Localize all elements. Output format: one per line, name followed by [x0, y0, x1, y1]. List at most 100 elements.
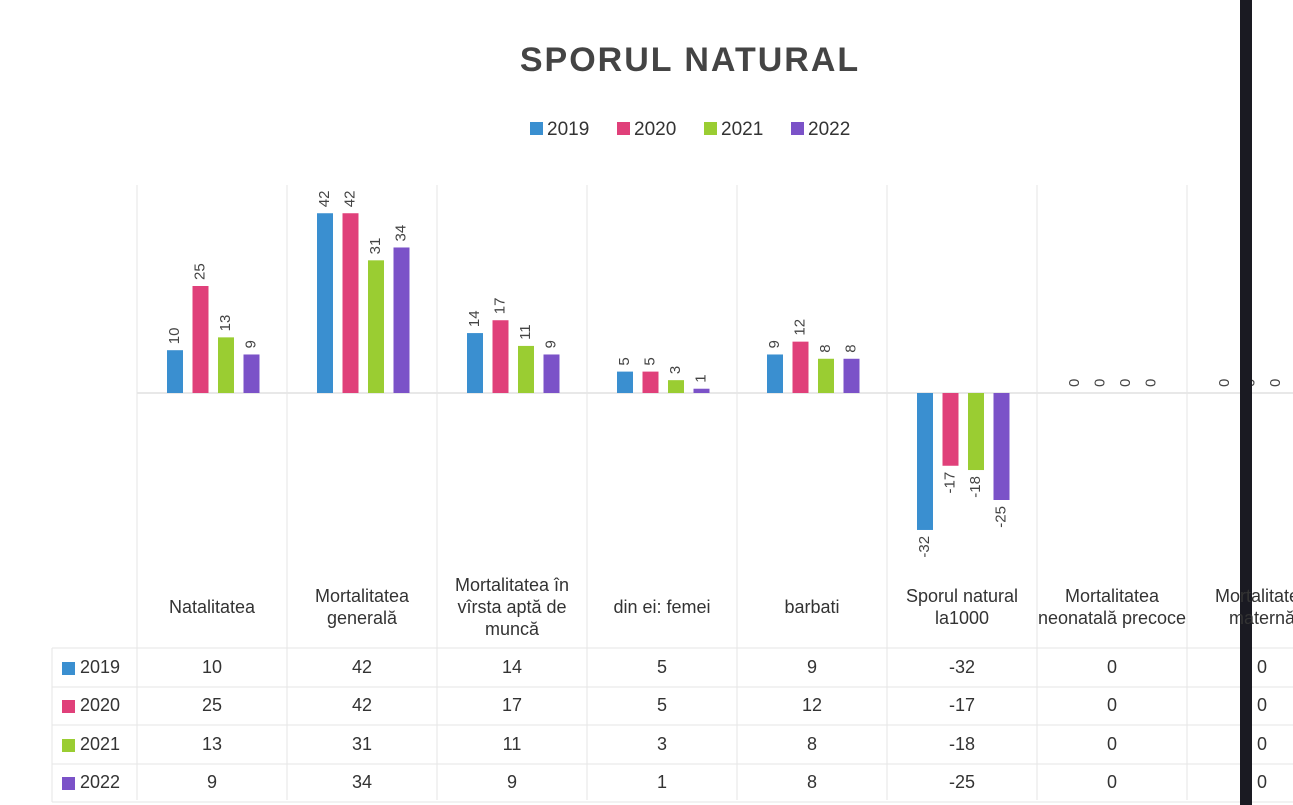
bar [942, 393, 959, 466]
bar [368, 260, 384, 393]
table-cell: 9 [507, 772, 517, 792]
table-cell: 11 [503, 734, 522, 754]
bar [668, 380, 684, 393]
data-label: 17 [491, 298, 508, 315]
table-legend-swatch [62, 700, 75, 713]
table-legend-swatch [62, 777, 75, 790]
legend-label: 2022 [808, 119, 850, 140]
table-cell: -25 [949, 772, 975, 792]
data-label: 9 [766, 340, 783, 348]
data-label: 0 [1117, 379, 1134, 387]
table-cell: 12 [802, 695, 822, 715]
table-cell: 5 [657, 695, 667, 715]
bar [968, 393, 984, 471]
data-label: 14 [466, 310, 483, 327]
data-label: 0 [1066, 379, 1083, 387]
data-label: 9 [542, 340, 559, 348]
table-cell: 0 [1107, 772, 1117, 792]
category-label: din ei: femei [613, 597, 711, 617]
table-series-label: 2019 [80, 657, 120, 677]
table-series-label: 2022 [80, 772, 120, 792]
bar [167, 350, 183, 393]
data-label: 25 [191, 263, 208, 280]
bar [467, 333, 483, 393]
table-cell: 0 [1107, 695, 1117, 715]
bar [792, 341, 809, 393]
table-cell: 0 [1257, 695, 1267, 715]
table-cell: 0 [1107, 657, 1117, 677]
table-cell: 5 [657, 657, 667, 677]
data-label: 8 [817, 344, 834, 352]
table-cell: 25 [202, 695, 222, 715]
data-label: -17 [941, 472, 958, 494]
bar [843, 358, 860, 393]
bar [642, 371, 659, 393]
table-cell: 8 [807, 734, 817, 754]
legend-label: 2019 [547, 119, 589, 140]
data-label: -32 [916, 536, 933, 558]
data-label: 11 [517, 324, 534, 340]
legend-label: 2020 [634, 119, 676, 140]
table-series-label: 2020 [80, 695, 120, 715]
table-cell: 9 [807, 657, 817, 677]
bar [218, 337, 234, 393]
data-label: 0 [1267, 379, 1284, 387]
table-cell: 14 [502, 657, 522, 677]
category-label: Mortalitatea maternă [1214, 586, 1293, 628]
data-label: 1 [692, 374, 709, 382]
category-label: Mortalitatea neonatală precoce [1037, 586, 1187, 628]
bar [342, 213, 359, 393]
data-label: 31 [367, 238, 384, 255]
data-label: 0 [1216, 379, 1233, 387]
data-label: 42 [341, 191, 358, 208]
data-label: 34 [392, 225, 409, 242]
bar [393, 247, 410, 393]
table-cell: 0 [1107, 734, 1117, 754]
table-cell: 0 [1257, 657, 1267, 677]
table-cell: 8 [807, 772, 817, 792]
bar [993, 393, 1010, 500]
table-cell: 13 [202, 734, 222, 754]
scan-artifact [1240, 0, 1252, 805]
data-label: -25 [992, 506, 1009, 528]
data-label: -18 [967, 476, 984, 498]
table-series-label: 2021 [80, 734, 120, 754]
bar [543, 354, 560, 393]
data-label: 5 [641, 357, 658, 365]
table-cell: 34 [352, 772, 372, 792]
legend-swatch [530, 122, 543, 135]
bar [917, 393, 933, 530]
bar [617, 371, 633, 393]
data-label: 9 [242, 340, 259, 348]
data-label: 5 [616, 357, 633, 365]
bar [192, 286, 209, 393]
data-label: 0 [1142, 379, 1159, 387]
chart-title: SPORUL NATURAL [520, 41, 860, 79]
legend-swatch [791, 122, 804, 135]
category-label: barbati [784, 597, 840, 617]
data-label: 0 [1091, 379, 1108, 387]
data-label: 12 [791, 319, 808, 336]
table-cell: 10 [202, 657, 222, 677]
legend-swatch [617, 122, 630, 135]
category-label: Natalitatea [168, 597, 256, 617]
table-cell: 17 [502, 695, 522, 715]
legend-swatch [704, 122, 717, 135]
bar [518, 345, 534, 393]
data-label: 42 [316, 191, 333, 208]
category-label: Sporul natural la1000 [905, 586, 1019, 628]
table-cell: 9 [207, 772, 217, 792]
category-label: Mortalitatea în vîrsta aptă de muncă [454, 575, 570, 639]
data-label: 3 [667, 366, 684, 374]
category-label: Mortalitatea generală [314, 586, 410, 628]
data-label: 10 [166, 328, 183, 345]
table-cell: 0 [1257, 734, 1267, 754]
table-cell: 42 [352, 695, 372, 715]
legend-label: 2021 [721, 119, 763, 140]
table-cell: 3 [657, 734, 667, 754]
table-cell: -32 [949, 657, 975, 677]
bar [818, 358, 834, 393]
table-cell: -17 [949, 695, 975, 715]
table-cell: 42 [352, 657, 372, 677]
